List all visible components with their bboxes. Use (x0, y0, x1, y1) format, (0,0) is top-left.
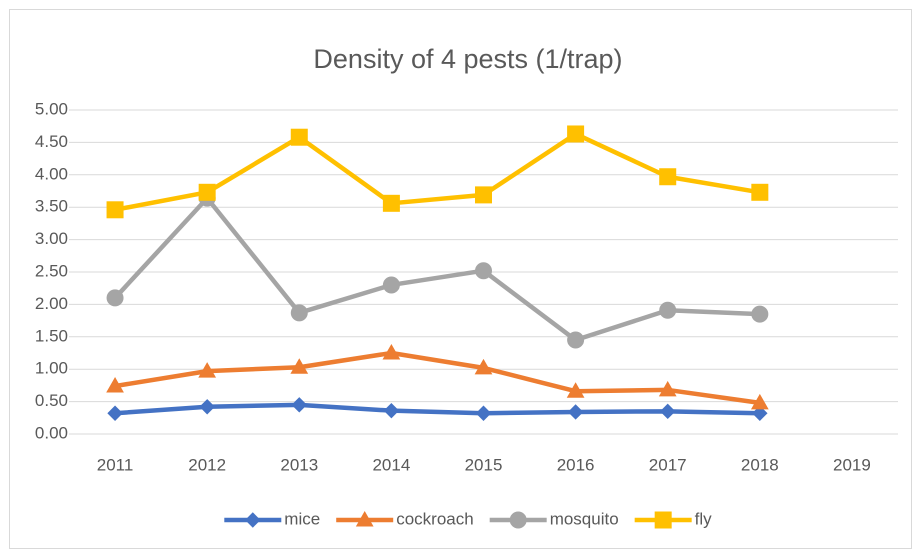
data-point (107, 405, 123, 421)
data-point (290, 304, 308, 322)
data-point (382, 276, 400, 294)
data-point (750, 393, 769, 410)
legend-marker (654, 511, 672, 529)
data-point (106, 377, 124, 393)
series-line (112, 402, 763, 416)
y-tick-label: 1.50 (35, 326, 68, 345)
legend-marker (245, 512, 261, 528)
data-point (659, 301, 677, 319)
legend: mice cockroach mosquito fly (224, 509, 713, 529)
x-tick-label: 2014 (372, 455, 410, 474)
y-tick-label: 4.00 (35, 164, 68, 183)
data-point (567, 404, 584, 420)
data-point (658, 380, 677, 397)
y-tick-label: 2.00 (35, 294, 68, 313)
data-point (383, 402, 400, 419)
y-tick-label: 5.00 (35, 99, 68, 118)
x-tick-label: 2011 (97, 455, 134, 474)
legend-label: fly (695, 509, 713, 528)
data-point (474, 358, 493, 375)
x-tick-label: 2018 (741, 455, 779, 474)
data-point (290, 358, 309, 374)
legend-label: cockroach (396, 509, 473, 528)
data-point (752, 405, 768, 421)
data-point (198, 362, 217, 378)
data-point (475, 405, 492, 421)
data-point (659, 168, 677, 186)
y-tick-label: 2.50 (35, 261, 68, 280)
data-point (291, 397, 307, 413)
data-point (566, 382, 585, 398)
data-point (290, 128, 308, 146)
data-point (199, 399, 215, 415)
x-tick-label: 2015 (465, 455, 503, 474)
data-point (567, 125, 585, 143)
data-point (751, 305, 769, 323)
series-line (112, 195, 763, 343)
data-point (106, 289, 124, 307)
x-tick-label: 2013 (280, 455, 318, 474)
y-tick-label: 0.50 (35, 391, 68, 410)
legend-label: mice (284, 509, 320, 528)
data-point (751, 183, 769, 201)
legend-marker (355, 510, 374, 527)
data-point (382, 194, 400, 212)
y-tick-label: 0.00 (35, 423, 68, 442)
data-point (198, 183, 216, 201)
series-line (112, 131, 763, 213)
y-tick-label: 3.50 (35, 197, 68, 216)
legend-label: mosquito (550, 509, 619, 528)
data-point (660, 403, 676, 420)
y-tick-label: 1.00 (35, 359, 68, 378)
x-tick-label: 2016 (557, 455, 595, 474)
x-tick-label: 2019 (833, 455, 871, 474)
y-tick-label: 4.50 (35, 132, 68, 151)
y-tick-label: 3.00 (35, 229, 68, 248)
legend-marker (509, 511, 527, 529)
data-point (382, 343, 401, 360)
chart-title: Density of 4 pests (1/trap) (313, 44, 622, 74)
x-tick-label: 2017 (649, 455, 687, 474)
series-line (112, 350, 763, 406)
data-point (475, 186, 492, 204)
chart-border (9, 9, 912, 549)
x-tick-label: 2012 (188, 455, 226, 474)
data-point (475, 262, 492, 280)
data-point (106, 201, 124, 219)
data-point (567, 331, 585, 349)
